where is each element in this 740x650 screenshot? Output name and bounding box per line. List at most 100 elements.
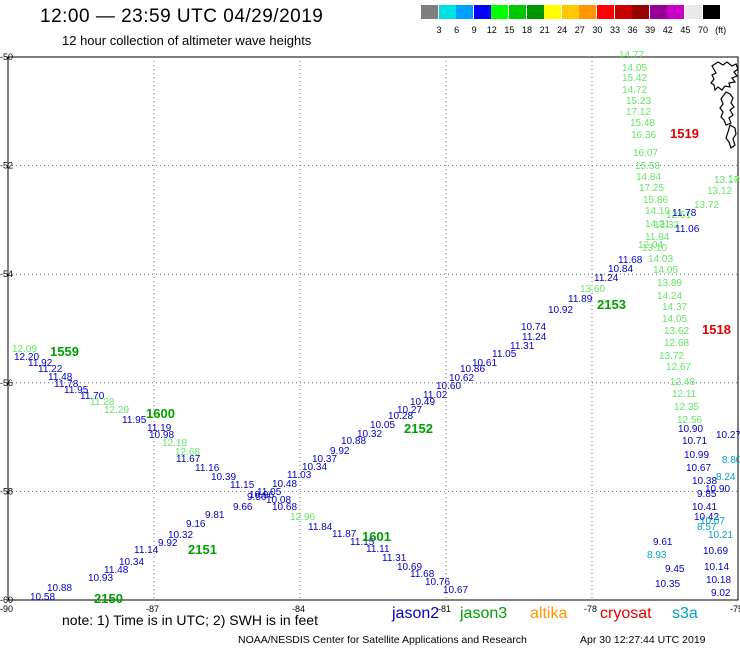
wave-height-value: 12.11 <box>672 389 697 400</box>
legend-label: 36 <box>627 25 638 35</box>
wave-height-value: 10.67 <box>443 585 468 596</box>
wave-height-value: 10.27 <box>716 430 740 441</box>
wave-height-value: 13.62 <box>664 326 689 337</box>
wave-height-value: 9.56 <box>247 492 267 503</box>
wave-height-value: 12.96 <box>290 512 315 523</box>
wave-height-value: 10.68 <box>272 502 297 513</box>
wave-height-value: 16.07 <box>633 148 658 159</box>
wave-height-value: 13.17 <box>714 175 739 186</box>
longitude-label: -81 <box>438 604 451 614</box>
wave-height-value: 12.61 <box>666 210 691 221</box>
legend-label: 9 <box>471 25 477 35</box>
wave-height-value: 14.05 <box>662 314 687 325</box>
wave-height-value: 10.74 <box>521 322 546 333</box>
wave-height-value: 11.05 <box>492 349 517 360</box>
wave-height-value: 14.77 <box>619 50 644 61</box>
map-title: 12:00 — 23:59 UTC 04/29/2019 <box>40 6 324 27</box>
wave-height-value: 10.42 <box>694 512 719 523</box>
legend-label: 21 <box>539 25 550 35</box>
wave-height-value: 11.28 <box>90 397 115 408</box>
wave-height-value: 10.69 <box>397 562 422 573</box>
wave-height-value: 10.28 <box>388 411 413 422</box>
wave-height-value: 9.61 <box>653 537 673 548</box>
wave-height-value: 10.69 <box>703 546 728 557</box>
wave-height-value: 12.35 <box>674 402 699 413</box>
longitude-label: -75 <box>730 604 740 614</box>
wave-height-value: 15.86 <box>643 195 668 206</box>
wave-height-value: 10.71 <box>682 436 707 447</box>
wave-height-value: 11.05 <box>257 487 282 498</box>
wave-height-value: 11.78 <box>54 379 79 390</box>
wave-height-value: 11.48 <box>104 565 129 576</box>
wave-height-value: 10.08 <box>266 495 291 506</box>
wave-height-value: 9.85 <box>697 489 717 500</box>
wave-height-value: 11.22 <box>38 364 63 375</box>
wave-height-value: 10.67 <box>686 463 711 474</box>
legend-label: 6 <box>454 25 460 35</box>
wave-height-value: 14.00 <box>728 174 740 185</box>
wave-height-value: 8.57 <box>697 522 717 533</box>
wave-height-value: 10.86 <box>460 364 485 375</box>
latitude-label: -60 <box>0 595 13 605</box>
wave-height-value: 10.60 <box>436 381 461 392</box>
legend-label: 15 <box>504 25 515 35</box>
pass-time-label: 2150 <box>94 591 123 606</box>
wave-height-value: 11.89 <box>568 294 593 305</box>
map-subtitle: 12 hour collection of altimeter wave hei… <box>62 33 312 48</box>
wave-height-value: 9.92 <box>330 446 350 457</box>
wave-height-value: 11.67 <box>176 454 201 465</box>
wave-height-value: 12.68 <box>664 338 689 349</box>
pass-time-label: 1559 <box>50 344 79 359</box>
legend-swatch <box>544 5 562 19</box>
legend-swatch <box>456 5 474 19</box>
wave-height-value: 14.19 <box>645 206 670 217</box>
wave-height-value: 11.03 <box>287 470 312 481</box>
wave-height-value: 10.88 <box>341 436 366 447</box>
wave-height-value: 14.05 <box>653 265 678 276</box>
pass-time-label: 2152 <box>404 421 433 436</box>
wave-height-value: 9.16 <box>186 519 206 530</box>
pass-time-label: 1519 <box>670 126 699 141</box>
wave-height-value: 11.87 <box>332 529 357 540</box>
latitude-label: -58 <box>0 486 13 496</box>
wave-height-value: 11.92 <box>28 358 53 369</box>
wave-height-value: 15.42 <box>622 73 647 84</box>
wave-height-value: 10.38 <box>692 476 717 487</box>
wave-height-value: 10.07 <box>700 516 725 527</box>
wave-height-value: 13.60 <box>580 284 605 295</box>
wave-height-value: 10.32 <box>168 530 193 541</box>
latitude-label: -52 <box>0 161 13 171</box>
wave-height-value: 14.84 <box>636 172 661 183</box>
longitude-label: -87 <box>146 604 159 614</box>
legend-swatch <box>509 5 526 19</box>
legend-label: 33 <box>609 25 620 35</box>
satellite-cryosat-label: cryosat <box>600 605 652 622</box>
wave-height-value: 8.24 <box>716 472 736 483</box>
wave-height-value: 13.72 <box>694 200 719 211</box>
wave-height-value: 10.14 <box>704 562 729 573</box>
legend-swatch <box>561 5 579 19</box>
wave-height-value: 10.48 <box>272 479 297 490</box>
wave-height-value: 10.34 <box>302 462 327 473</box>
coastline <box>710 61 739 149</box>
wave-height-value: 10.92 <box>548 305 573 316</box>
wave-height-value: 10.34 <box>119 557 144 568</box>
wave-height-value: 13.32 <box>654 220 679 231</box>
wave-height-value: 10.41 <box>692 502 717 513</box>
wave-height-value: 10.35 <box>655 579 680 590</box>
wave-height-value: 16.36 <box>631 130 656 141</box>
wave-height-value: 10.39 <box>211 472 236 483</box>
wave-height-value: 8.80 <box>722 455 740 466</box>
credit-line: NOAA/NESDIS Center for Satellite Applica… <box>238 634 527 646</box>
wave-height-value: 10.21 <box>708 530 733 541</box>
wave-height-value: 10.18 <box>706 575 731 586</box>
wave-height-value: 9.81 <box>205 510 225 521</box>
wave-height-value: 9.66 <box>233 502 253 513</box>
wave-height-value: 10.61 <box>472 358 497 369</box>
wave-height-value: 11.48 <box>48 372 73 383</box>
wave-height-value: 10.49 <box>410 397 435 408</box>
wave-height-value: 11.02 <box>423 390 448 401</box>
legend-swatch <box>685 5 702 19</box>
wave-height-value: 10.58 <box>30 592 55 603</box>
